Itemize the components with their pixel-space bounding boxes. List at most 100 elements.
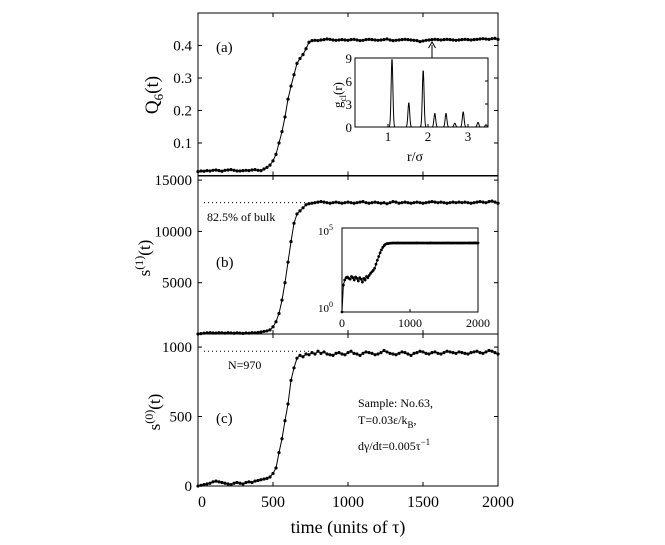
- data-point-c: [322, 350, 326, 354]
- data-point-b: [409, 201, 413, 205]
- y-tick-label-a: 0.1: [173, 136, 192, 152]
- data-point-a: [307, 40, 311, 44]
- data-point-c: [232, 481, 236, 485]
- x-tick-label-c: 2000: [482, 494, 514, 511]
- data-point-a: [412, 38, 416, 42]
- data-point-a: [496, 37, 500, 41]
- inset-b-data-point: [371, 268, 375, 272]
- inset-b-data-point: [375, 258, 379, 262]
- data-point-c: [382, 348, 386, 353]
- data-point-c: [424, 351, 428, 355]
- inset-a-y-tick-label: 6: [346, 74, 353, 89]
- data-point-a: [466, 38, 470, 42]
- data-point-a: [451, 38, 455, 42]
- data-point-b: [301, 206, 305, 210]
- data-point-b: [313, 201, 317, 205]
- axes-frame-c: [197, 333, 499, 487]
- data-point-b: [289, 240, 293, 244]
- data-point-a: [289, 84, 293, 88]
- y-tick-label-a: 0.3: [173, 71, 192, 87]
- data-point-a: [355, 38, 359, 42]
- data-point-c: [253, 479, 257, 483]
- inset-a-y-label: gcl(r): [330, 82, 348, 108]
- data-point-a: [352, 37, 356, 41]
- panel-label-c: (c): [216, 411, 233, 427]
- data-point-a: [328, 37, 332, 41]
- data-point-c: [409, 353, 413, 357]
- inset-b-data-point: [343, 278, 347, 282]
- data-point-c: [256, 478, 260, 483]
- data-point-c: [352, 351, 356, 355]
- data-point-a: [373, 38, 377, 42]
- data-point-b: [355, 201, 359, 205]
- inset-a-x-label: r/σ: [407, 150, 424, 165]
- data-point-a: [463, 37, 467, 41]
- data-point-a: [409, 38, 413, 42]
- data-point-b: [421, 201, 425, 205]
- data-point-b: [304, 203, 308, 207]
- data-point-b: [373, 200, 377, 204]
- data-point-b: [406, 201, 410, 205]
- data-point-c: [304, 352, 308, 356]
- data-point-c: [286, 402, 290, 406]
- data-point-b: [286, 260, 290, 264]
- data-point-a: [301, 53, 305, 57]
- data-point-b: [496, 201, 500, 205]
- data-point-b: [277, 311, 281, 316]
- y-tick-label-b: 10000: [155, 224, 193, 240]
- data-point-c: [388, 351, 392, 355]
- inset-b-data-point: [361, 280, 364, 284]
- data-point-c: [295, 356, 299, 360]
- data-point-c: [427, 352, 431, 356]
- data-point-b: [457, 200, 461, 204]
- data-point-a: [439, 38, 443, 42]
- data-point-a: [433, 37, 437, 41]
- data-point-b: [256, 330, 260, 335]
- data-point-c: [226, 482, 230, 486]
- data-point-b: [364, 201, 368, 205]
- data-point-b: [466, 201, 470, 205]
- data-point-c: [349, 349, 353, 353]
- inset-b-x-tick-label: 0: [339, 316, 345, 330]
- data-point-c: [250, 480, 254, 485]
- data-point-b: [259, 330, 263, 334]
- data-point-b: [352, 201, 356, 205]
- data-point-a: [292, 73, 296, 77]
- data-point-c: [331, 353, 335, 357]
- data-point-a: [391, 39, 395, 43]
- inset-b-data-point: [341, 283, 345, 287]
- data-point-a: [493, 36, 497, 40]
- data-point-c: [202, 483, 206, 487]
- data-point-c: [298, 353, 302, 357]
- data-point-b: [340, 201, 344, 205]
- data-point-a: [295, 61, 299, 65]
- data-point-c: [394, 353, 398, 357]
- x-tick-label-c: 1000: [332, 494, 364, 511]
- data-point-a: [445, 37, 449, 41]
- data-point-c: [406, 352, 410, 356]
- data-point-a: [247, 169, 251, 173]
- data-point-a: [340, 38, 344, 42]
- data-point-b: [337, 201, 341, 205]
- data-point-a: [397, 38, 401, 42]
- data-point-a: [406, 38, 410, 42]
- data-point-b: [376, 201, 380, 205]
- data-point-a: [334, 38, 338, 42]
- data-point-a: [220, 169, 224, 173]
- data-point-a: [232, 168, 236, 172]
- data-point-a: [268, 163, 272, 167]
- inset-b-data-point: [351, 276, 355, 280]
- data-point-a: [196, 170, 200, 174]
- data-point-b: [415, 200, 419, 204]
- inset-b-x-tick-label: 2000: [466, 316, 490, 330]
- data-point-c: [457, 350, 461, 354]
- data-point-c: [403, 351, 407, 355]
- y-tick-label-c: 0: [185, 479, 193, 495]
- inset-b-data-point: [476, 241, 480, 245]
- data-point-c: [397, 351, 401, 355]
- data-point-a: [346, 38, 350, 42]
- data-point-a: [472, 38, 476, 42]
- data-point-c: [490, 349, 494, 353]
- data-point-c: [367, 351, 371, 355]
- data-point-c: [355, 352, 359, 356]
